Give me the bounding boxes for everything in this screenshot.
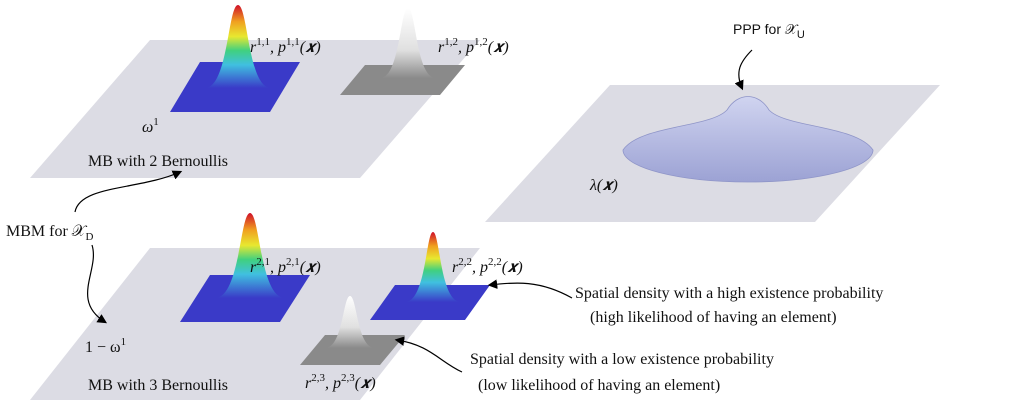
label: (low likelihood of having an element) — [478, 377, 720, 394]
label: Spatial density with a low existence pro… — [470, 351, 774, 368]
label-part: λ(𝒙) — [589, 177, 618, 194]
label: r2,2, p2,2(𝒙) — [452, 256, 523, 276]
label-part: (𝒙) — [355, 375, 376, 392]
label: MBM for 𝒳D — [6, 223, 94, 243]
label-part: Spatial density with a high existence pr… — [575, 285, 883, 302]
label: Spatial density with a high existence pr… — [575, 285, 883, 302]
label-part: , p — [270, 39, 286, 56]
label-part: 2,3 — [311, 372, 325, 384]
label-part: , p — [458, 39, 474, 56]
label-part: MB with 2 Bernoullis — [88, 153, 228, 170]
label-part: 2,1 — [256, 256, 270, 268]
label-part: (high likelihood of having an element) — [590, 309, 837, 326]
label-part: 2,3 — [341, 372, 355, 384]
label-part: 1 − ω — [85, 339, 121, 356]
label-part: U — [797, 29, 805, 41]
label: MB with 3 Bernoullis — [88, 377, 228, 394]
label-part: D — [86, 231, 94, 243]
label: MB with 2 Bernoullis — [88, 153, 228, 170]
label-part: , p — [325, 375, 341, 392]
label-part: 1 — [153, 116, 159, 128]
label-part: 1,2 — [474, 36, 488, 48]
label-part: 2,2 — [458, 256, 472, 268]
label-part: MB with 3 Bernoullis — [88, 377, 228, 394]
label-part: Spatial density with a low existence pro… — [470, 351, 774, 368]
label: λ(𝒙) — [589, 177, 618, 194]
label-part: , p — [472, 259, 488, 276]
label-part: (low likelihood of having an element) — [478, 377, 720, 394]
label-part: 1,1 — [286, 36, 300, 48]
label-part: 2,1 — [286, 256, 300, 268]
label: PPP for 𝒳U — [733, 21, 805, 41]
label-part: , p — [270, 259, 286, 276]
planes — [30, 40, 940, 400]
label-part: 2,2 — [488, 256, 502, 268]
label-part: (𝒙) — [300, 39, 321, 56]
label-part: ω — [142, 119, 153, 136]
label-part: MBM for 𝒳 — [6, 223, 88, 240]
label-part: (𝒙) — [300, 259, 321, 276]
label: 1 − ω1 — [85, 336, 126, 356]
label: (high likelihood of having an element) — [590, 309, 837, 326]
label-part: PPP for 𝒳 — [733, 21, 799, 37]
label-part: (𝒙) — [488, 39, 509, 56]
label-part: (𝒙) — [502, 259, 523, 276]
label-part: 1,2 — [444, 36, 458, 48]
label-part: 1 — [121, 336, 127, 348]
label-part: 1,1 — [256, 36, 270, 48]
diagram: r1,1, p1,1(𝒙) r1,2, p1,2(𝒙) ω1 MB with 2… — [0, 0, 1012, 402]
